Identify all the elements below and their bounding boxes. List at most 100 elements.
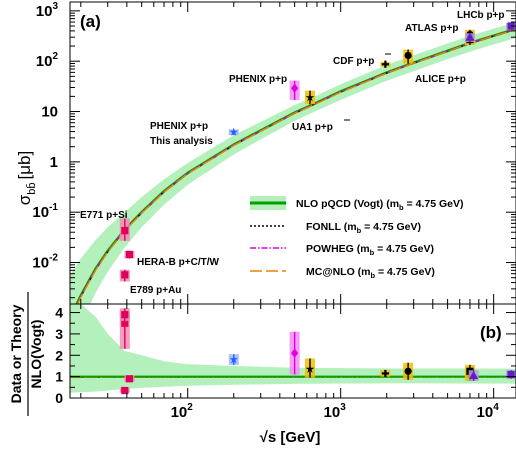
top-y-axis-label: σbb̄ [μb]	[15, 151, 38, 205]
label-e771: E771 p+Si	[80, 210, 128, 221]
svg-text:MC@NLO (mb = 4.75 GeV): MC@NLO (mb = 4.75 GeV)	[306, 266, 435, 280]
ratio-point-7	[381, 369, 389, 378]
svg-text:POWHEG (mb = 4.75 GeV): POWHEG (mb = 4.75 GeV)	[306, 243, 434, 257]
label-phenix-500: PHENIX p+p	[229, 74, 287, 85]
label-ua1-group: UA1 p+p	[292, 119, 350, 133]
legend-nlo-a: NLO pQCD (Vogt) (m	[296, 198, 399, 210]
bottom-x-tick-label-2: 104	[477, 402, 500, 421]
legend-item-fonll: FONLL (mb = 4.75 GeV)	[250, 221, 421, 235]
label-cdf: CDF p+p	[333, 56, 374, 67]
top-y-tick-label-base: 1	[50, 154, 58, 171]
panel-a-label: (a)	[80, 12, 101, 31]
label-atlas: ATLAS p+p	[405, 23, 458, 34]
bottom-y-tick-label-1: 1	[55, 369, 63, 385]
bottom-ylabel-line1: Data or Theory	[8, 304, 24, 403]
legend: NLO pQCD (Vogt) (mb = 4.75 GeV) FONLL (m…	[250, 196, 463, 280]
series-line-0	[75, 27, 516, 304]
legend-nlo-c: = 4.75 GeV)	[404, 198, 464, 210]
legend-item-mcnlo: MC@NLO (mb = 4.75 GeV)	[250, 266, 435, 280]
ratio-point-0	[121, 319, 129, 327]
legend-powheg-c: = 4.75 GeV)	[374, 243, 434, 255]
bottom-y-axis-label: Data or Theory NLO(Vogt)	[8, 292, 44, 416]
bottom-x-tick-label-1: 103	[324, 402, 347, 421]
bottom-y-ticks: 0 1 2 3 4	[55, 305, 516, 406]
ratio-point-8	[404, 367, 412, 375]
data-point-3	[229, 127, 239, 136]
nlo-uncertainty-band	[70, 22, 516, 304]
panel-b-label: (b)	[480, 323, 502, 342]
label-cdf-group: CDF p+p	[333, 53, 391, 67]
top-y-tick-label-exp: -2	[49, 253, 58, 264]
label-ua1: UA1 p+p	[292, 122, 333, 133]
top-y-tick-label-exp: 3	[52, 1, 58, 12]
svg-text:σbb̄[μb]: σbb̄ [μb]	[15, 151, 38, 205]
legend-mcnlo-c: = 4.75 GeV)	[375, 266, 435, 278]
top-y-tick-label-base: 10	[41, 104, 58, 121]
ratio-point-6	[305, 364, 315, 373]
legend-mcnlo-a: MC@NLO (m	[306, 266, 370, 278]
top-y-tick-label-exp: 2	[52, 51, 58, 62]
label-herab: HERA-B p+C/T/W	[137, 257, 220, 268]
bottom-x-tick-label-exp: 4	[493, 402, 499, 413]
legend-powheg-a: POWHEG (m	[306, 243, 370, 255]
top-y-tick-label-exp: -1	[49, 202, 58, 213]
ratio-point-1	[121, 311, 129, 319]
bottom-y-tick-label-3: 3	[55, 326, 63, 342]
ratio-point-3	[121, 386, 129, 395]
bottom-x-tick-label-exp: 2	[187, 402, 193, 413]
data-point-4	[291, 83, 299, 93]
top-y-tick-label-base: 10	[36, 3, 53, 20]
ratio-point-12	[507, 370, 515, 379]
top-y-tick-label-4: 102	[36, 51, 59, 70]
x-axis-label: √s [GeV]	[260, 429, 321, 446]
label-lhcb: LHCb p+p	[457, 10, 505, 21]
bottom-ylabel-line2: NLO(Vogt)	[28, 320, 44, 389]
data-point-2	[121, 271, 129, 279]
bottom-y-tick-label-0: 0	[55, 390, 63, 406]
label-alice: ALICE p+p	[415, 74, 466, 85]
top-ylabel-sub: bb̄	[25, 182, 38, 194]
legend-nlo-b: b	[399, 203, 404, 212]
bottom-panel-frame	[69, 303, 516, 399]
legend-fonll-c: = 4.75 GeV)	[361, 221, 421, 233]
label-phenix-this-1: PHENIX p+p	[150, 121, 208, 132]
bottom-x-tick-label-base: 10	[324, 404, 341, 421]
top-y-tick-label-base: 10	[36, 53, 53, 70]
ratio-point-4	[229, 354, 239, 364]
bottom-y-tick-label-2: 2	[55, 347, 63, 363]
bottom-y-tick-label-4: 4	[55, 305, 63, 321]
top-y-tick-label-3: 10	[41, 104, 58, 121]
svg-text:NLO pQCD (Vogt) (mb = 4.75 GeV: NLO pQCD (Vogt) (mb = 4.75 GeV)	[296, 198, 463, 212]
top-y-tick-label-base: 10	[32, 255, 49, 272]
legend-item-nlo: NLO pQCD (Vogt) (mb = 4.75 GeV)	[250, 196, 463, 212]
legend-fonll-a: FONLL (m	[306, 221, 357, 233]
label-e789: E789 p+Au	[130, 285, 181, 296]
series-line-3	[76, 28, 516, 304]
legend-item-powheg: POWHEG (mb = 4.75 GeV)	[250, 243, 434, 257]
top-plot-area	[70, 22, 516, 304]
bottom-x-ticks: 102 103 104	[80, 304, 500, 421]
ratio-point-11	[469, 370, 479, 380]
data-point-6	[381, 60, 389, 68]
top-y-tick-label-1: 10-1	[32, 202, 58, 221]
ratio-point-2	[125, 375, 134, 383]
top-ylabel-sigma: σ	[15, 194, 34, 205]
top-x-ticks	[80, 2, 495, 304]
bottom-x-tick-label-exp: 3	[340, 402, 346, 413]
top-y-tick-label-0: 10-2	[32, 253, 58, 272]
bottom-plot-area	[70, 304, 516, 395]
data-point-10	[465, 32, 475, 41]
bottom-x-tick-label-base: 10	[171, 404, 188, 421]
label-phenix-this-2: This analysis	[150, 136, 213, 147]
series-line-1	[76, 28, 516, 304]
top-y-tick-label-base: 10	[32, 204, 49, 221]
data-point-5	[305, 92, 315, 102]
top-y-tick-label-2: 1	[50, 154, 58, 171]
bottom-x-tick-label-base: 10	[477, 404, 494, 421]
legend-mcnlo-b: b	[370, 271, 375, 280]
data-point-0	[121, 227, 129, 235]
